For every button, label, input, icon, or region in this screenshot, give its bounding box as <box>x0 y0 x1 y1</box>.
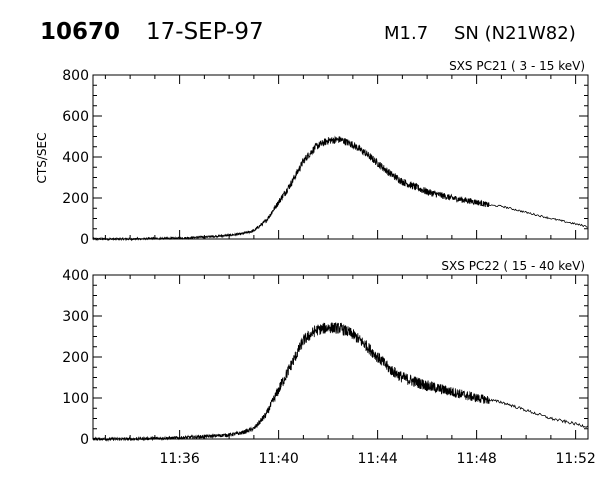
y-tick-label-pc21: 400 <box>62 150 89 166</box>
flare-location: SN (N21W82) <box>454 23 576 44</box>
y-tick-label-pc21: 800 <box>62 68 89 84</box>
y-axis-label-pc21: CTS/SEC <box>35 133 49 184</box>
x-tick-label-pc22: 11:40 <box>258 451 298 467</box>
y-tick-label-pc22: 300 <box>62 309 89 325</box>
event-number: 10670 <box>40 19 120 45</box>
x-tick-label-pc22: 11:36 <box>159 451 199 467</box>
panel-pc22: SXS PC22 ( 15 - 40 keV) 0 100 200 300 400 11:… <box>62 259 596 467</box>
panel-pc21: SXS PC21 ( 3 - 15 keV) CTS/SEC 0 200 400 60… <box>35 59 589 248</box>
y-tick-label-pc21: 600 <box>62 109 89 125</box>
y-tick-label-pc21: 0 <box>80 232 89 248</box>
x-tick-label-pc22: 11:44 <box>357 451 397 467</box>
x-tick-label-pc22: 11:48 <box>456 451 496 467</box>
y-tick-label-pc22: 200 <box>62 350 89 366</box>
flare-class: M1.7 <box>384 23 428 44</box>
y-tick-label-pc21: 200 <box>62 191 89 207</box>
y-tick-label-pc22: 400 <box>62 268 89 284</box>
event-date: 17-SEP-97 <box>146 19 264 45</box>
light-curve-pc21 <box>92 135 588 242</box>
y-tick-label-pc22: 0 <box>80 432 89 448</box>
panel-title-pc21: SXS PC21 ( 3 - 15 keV) <box>449 59 585 73</box>
light-curve-pc22 <box>92 322 588 442</box>
x-tick-label-pc22: 11:52 <box>555 451 595 467</box>
y-tick-label-pc22: 100 <box>62 391 89 407</box>
panel-title-pc22: SXS PC22 ( 15 - 40 keV) <box>441 259 585 273</box>
